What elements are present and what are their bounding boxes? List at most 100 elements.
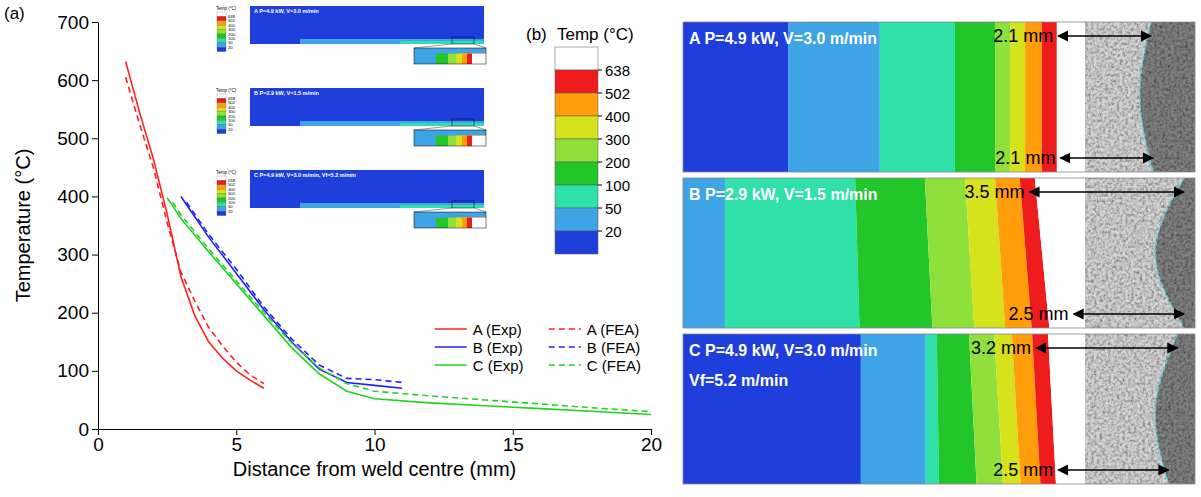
width-label: 2.5 mm bbox=[1009, 304, 1069, 324]
y-tick-mark bbox=[92, 138, 98, 139]
inset-zoom-band bbox=[472, 218, 486, 228]
inset-colorbar-swatch bbox=[217, 107, 226, 111]
colorbar-tick-mark bbox=[598, 116, 602, 117]
inset-title: A P=4.9 kW, V=3.0 m/min bbox=[254, 8, 319, 14]
inset-zoom-band bbox=[436, 218, 486, 228]
x-tick: 10 bbox=[364, 429, 385, 455]
inset-zoom-band bbox=[462, 136, 486, 146]
legend-swatch bbox=[435, 346, 467, 348]
inset-colorbar-swatch bbox=[217, 21, 226, 25]
legend-swatch bbox=[549, 328, 581, 330]
y-tick: 100 bbox=[57, 360, 98, 381]
width-arrow bbox=[1058, 469, 1168, 471]
micrograph bbox=[1085, 334, 1195, 484]
y-tick-mark bbox=[92, 429, 98, 430]
contour-band bbox=[926, 334, 939, 484]
inset-zoom-band bbox=[436, 54, 486, 64]
inset-colorbar-tick-label: 300 bbox=[228, 191, 236, 196]
inset-zoom-box bbox=[452, 119, 474, 126]
inset-colorbar-swatch bbox=[217, 98, 226, 102]
inset-field-band bbox=[400, 123, 484, 126]
inset-zoom bbox=[414, 48, 486, 64]
inset-zoom-band bbox=[462, 54, 486, 64]
series-line bbox=[173, 202, 651, 411]
inset-colorbar-tick-label: 200 bbox=[228, 196, 236, 201]
inset-colorbar-swatch bbox=[217, 185, 226, 189]
y-tick: 500 bbox=[57, 128, 98, 149]
contour-band bbox=[955, 22, 995, 172]
fusion-boundary bbox=[1155, 178, 1184, 328]
inset-zoom-frame bbox=[414, 48, 486, 64]
y-axis-line bbox=[98, 23, 99, 430]
micrograph bbox=[1085, 22, 1195, 172]
lines bbox=[126, 62, 651, 415]
inset-colorbar-swatch bbox=[217, 125, 226, 129]
width-label: 3.2 mm bbox=[971, 338, 1031, 358]
strip-title: Vf=5.2 m/min bbox=[689, 372, 788, 389]
inset-colorbar-swatch bbox=[217, 202, 226, 206]
y-axis: 0100200300400500600700 bbox=[57, 12, 98, 440]
inset-zoom-band bbox=[448, 54, 486, 64]
inset-colorbar-tick-label: 200 bbox=[228, 114, 236, 119]
legend-swatch bbox=[435, 328, 467, 330]
colorbar-swatch bbox=[555, 139, 598, 162]
colorbar-swatch bbox=[555, 208, 598, 231]
x-tick-label: 15 bbox=[503, 434, 524, 455]
inset-zoom-band bbox=[448, 218, 486, 228]
colorbar-tick-label: 50 bbox=[605, 200, 622, 217]
strip-title: C P=4.9 kW, V=3.0 m/min bbox=[689, 342, 878, 359]
y-tick-mark bbox=[92, 80, 98, 81]
inset-zoom-band bbox=[467, 136, 486, 146]
inset-colorbar-swatch bbox=[217, 194, 226, 198]
inset-colorbar-swatch bbox=[217, 12, 226, 16]
inset-zoom-band bbox=[472, 136, 486, 146]
y-tick: 600 bbox=[57, 70, 98, 91]
y-tick-mark bbox=[92, 22, 98, 23]
inset-colorbar-swatch bbox=[217, 176, 226, 180]
micrograph-weld-zone bbox=[1085, 334, 1177, 484]
legend-item: B (FEA) bbox=[549, 339, 640, 356]
inset-colorbar-swatch bbox=[217, 180, 226, 184]
contour-band bbox=[1057, 22, 1195, 172]
colorbar-tick-label: 200 bbox=[605, 154, 630, 171]
micrograph-base bbox=[1085, 334, 1195, 484]
inset-colorbar-swatch bbox=[217, 94, 226, 98]
inset-zoom-connector bbox=[414, 208, 452, 212]
inset-field-band bbox=[400, 205, 484, 208]
micrograph bbox=[1085, 178, 1195, 328]
contour-bands bbox=[683, 334, 1195, 484]
inset-colorbar-tick-label: 100 bbox=[228, 36, 236, 41]
inset-colorbar-swatch bbox=[217, 103, 226, 107]
inset-colorbar-tick-label: 400 bbox=[228, 23, 236, 28]
x-tick-label: 0 bbox=[93, 434, 104, 455]
inset-zoom-band bbox=[462, 218, 486, 228]
inset-colorbar-swatch bbox=[217, 189, 226, 193]
inset-zoom-frame bbox=[414, 130, 486, 146]
inset-field-band bbox=[300, 39, 484, 44]
inset-zoom-box bbox=[452, 37, 474, 44]
contour-bands bbox=[683, 22, 1195, 172]
y-tick-mark bbox=[92, 255, 98, 256]
colorbar-swatch bbox=[555, 231, 598, 254]
inset-colorbar-title: Temp (°C) bbox=[216, 6, 237, 11]
series-line bbox=[126, 62, 264, 389]
x-tick: 0 bbox=[93, 429, 104, 455]
inset-zoom-band bbox=[456, 136, 486, 146]
colorbar-swatch bbox=[555, 47, 598, 70]
legend-item: C (Exp) bbox=[435, 357, 524, 374]
inset-title: B P=2.9 kW, V=1.5 m/min bbox=[254, 90, 319, 96]
colorbar-tick-label: 100 bbox=[605, 177, 630, 194]
inset-field bbox=[250, 170, 484, 208]
width-label: 3.5 mm bbox=[964, 182, 1024, 202]
inset-colorbar-swatch bbox=[217, 112, 226, 116]
fusion-boundary bbox=[1155, 334, 1177, 484]
colorbar-tick-mark bbox=[598, 208, 602, 209]
width-arrow bbox=[1074, 313, 1184, 315]
strip-title: B P=2.9 kW, V=1.5 m/min bbox=[689, 186, 878, 203]
colorbar-swatch bbox=[555, 116, 598, 139]
width-arrow bbox=[1036, 347, 1177, 349]
legend-label: B (Exp) bbox=[473, 339, 523, 356]
inset: Temp (°C)2050100200300400502638B P=2.9 k… bbox=[216, 88, 486, 146]
colorbar-tick-mark bbox=[598, 162, 602, 163]
inset-colorbar-swatch bbox=[217, 207, 226, 211]
